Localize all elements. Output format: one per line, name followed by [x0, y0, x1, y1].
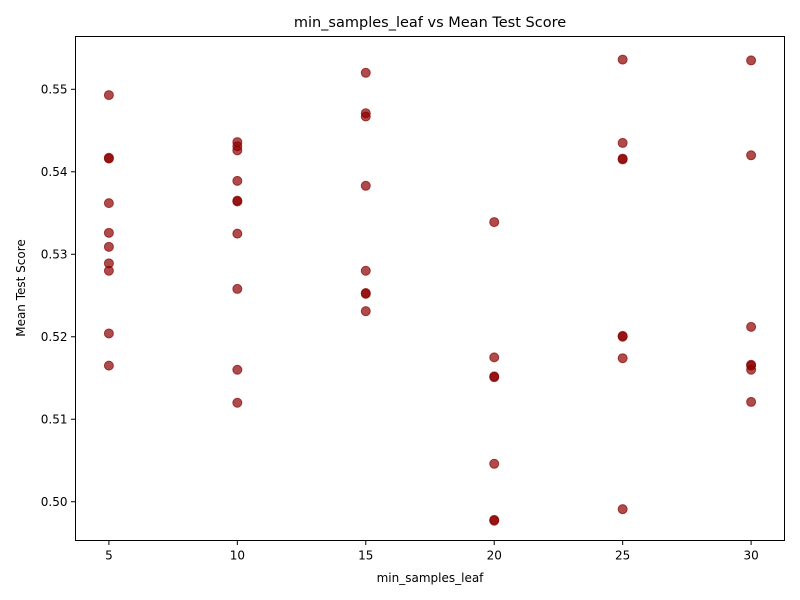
- data-point: [617, 137, 628, 148]
- data-point: [360, 288, 371, 299]
- y-tick-label: 0.55: [41, 82, 68, 96]
- data-point: [746, 55, 757, 66]
- data-point: [360, 180, 371, 191]
- x-axis-title: min_samples_leaf: [377, 571, 485, 585]
- data-point: [489, 372, 500, 383]
- data-point: [489, 458, 500, 469]
- data-point: [746, 150, 757, 161]
- x-tick-label: 20: [487, 549, 502, 563]
- chart-title: min_samples_leaf vs Mean Test Score: [294, 15, 566, 31]
- data-point: [103, 90, 114, 101]
- data-point: [103, 241, 114, 252]
- data-point: [103, 265, 114, 276]
- data-point: [746, 364, 757, 375]
- data-point: [617, 504, 628, 515]
- plot-frame: [75, 36, 785, 541]
- data-point: [232, 145, 243, 156]
- data-point: [360, 265, 371, 276]
- data-point: [103, 198, 114, 209]
- data-point: [232, 175, 243, 186]
- data-point: [232, 364, 243, 375]
- data-point: [489, 352, 500, 363]
- y-tick-label: 0.51: [41, 412, 68, 426]
- x-tick-label: 25: [615, 549, 630, 563]
- data-point: [103, 360, 114, 371]
- data-point: [617, 331, 628, 342]
- y-tick-label: 0.50: [41, 495, 68, 509]
- data-point: [232, 397, 243, 408]
- data-point: [232, 283, 243, 294]
- y-tick-label: 0.52: [41, 330, 68, 344]
- data-point: [360, 111, 371, 122]
- y-axis-ticks: 0.50 0.51 0.52 0.53 0.54 0.55: [41, 82, 76, 509]
- data-point: [617, 54, 628, 65]
- x-tick-label: 5: [105, 549, 113, 563]
- y-tick-label: 0.54: [41, 165, 68, 179]
- data-point: [617, 353, 628, 364]
- data-point: [103, 328, 114, 339]
- y-tick-label: 0.53: [41, 247, 68, 261]
- x-tick-label: 30: [743, 549, 758, 563]
- data-point: [746, 321, 757, 332]
- data-point: [232, 196, 243, 207]
- data-point: [360, 67, 371, 78]
- data-point: [232, 228, 243, 239]
- data-point: [617, 154, 628, 165]
- data-point: [360, 306, 371, 317]
- x-tick-label: 10: [230, 549, 245, 563]
- data-point: [103, 227, 114, 238]
- x-axis-ticks: 5 10 15 20 25 30: [105, 540, 759, 563]
- points-layer: [103, 54, 757, 526]
- data-point: [746, 396, 757, 407]
- data-point: [489, 515, 500, 526]
- data-point: [103, 153, 114, 164]
- data-point: [489, 217, 500, 228]
- x-tick-label: 15: [358, 549, 373, 563]
- y-axis-title: Mean Test Score: [14, 239, 28, 337]
